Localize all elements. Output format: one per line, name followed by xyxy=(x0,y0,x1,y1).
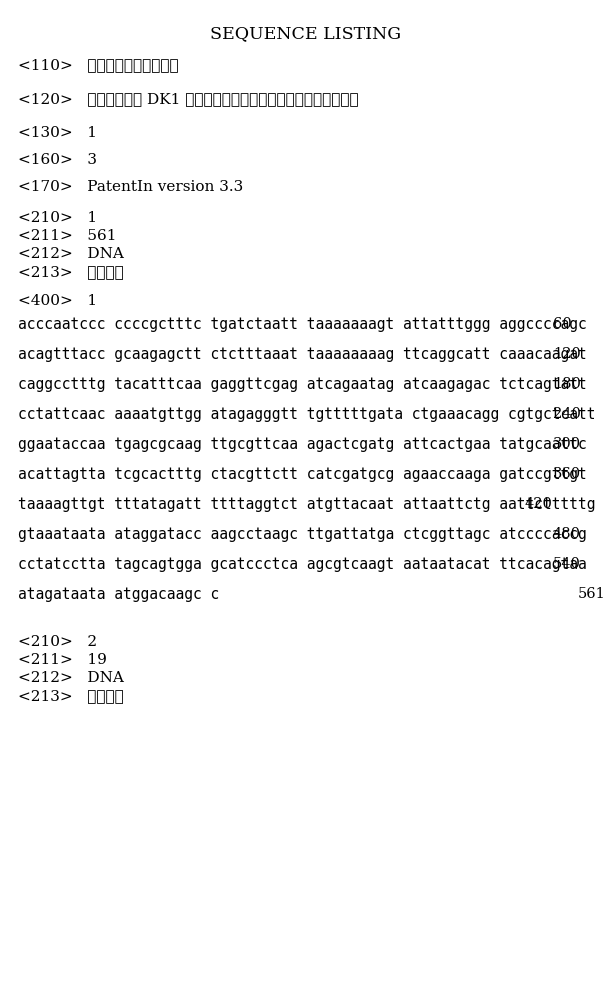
Text: <212>   DNA: <212> DNA xyxy=(18,247,124,261)
Text: <212>   DNA: <212> DNA xyxy=(18,671,124,685)
Text: SEQUENCE LISTING: SEQUENCE LISTING xyxy=(210,25,401,42)
Text: 540: 540 xyxy=(553,557,581,571)
Text: 360: 360 xyxy=(553,467,581,481)
Text: <110>   东华大学；盐城工学院: <110> 东华大学；盐城工学院 xyxy=(18,58,179,72)
Text: 300: 300 xyxy=(553,437,581,451)
Text: cctattcaac aaaatgttgg atagagggtt tgtttttgata ctgaaacagg cgtgctcatt: cctattcaac aaaatgttgg atagagggtt tgttttt… xyxy=(18,407,596,422)
Text: gtaaataata ataggatacc aagcctaagc ttgattatga ctcggttagc atccccaccg: gtaaataata ataggatacc aagcctaagc ttgatta… xyxy=(18,527,587,542)
Text: acattagtta tcgcactttg ctacgttctt catcgatgcg agaaccaaga gatccgttgt: acattagtta tcgcactttg ctacgttctt catcgat… xyxy=(18,467,587,482)
Text: acccaatccc ccccgctttc tgatctaatt taaaaaaagt attatttggg aggccccagc: acccaatccc ccccgctttc tgatctaatt taaaaaa… xyxy=(18,317,587,332)
Text: <213>   人工序列: <213> 人工序列 xyxy=(18,265,124,279)
Text: <211>   19: <211> 19 xyxy=(18,653,107,667)
Text: <120>   一种卷枝毛霨 DK1 菌株与双氧水超声波联合制备麻纤维的方法: <120> 一种卷枝毛霨 DK1 菌株与双氧水超声波联合制备麻纤维的方法 xyxy=(18,92,359,106)
Text: 240: 240 xyxy=(553,407,581,421)
Text: <210>   1: <210> 1 xyxy=(18,211,98,225)
Text: <211>   561: <211> 561 xyxy=(18,229,117,243)
Text: <160>   3: <160> 3 xyxy=(18,153,97,167)
Text: taaaagttgt tttatagatt ttttaggtct atgttacaat attaattctg aattctttttg: taaaagttgt tttatagatt ttttaggtct atgttac… xyxy=(18,497,596,512)
Text: 60: 60 xyxy=(553,317,572,331)
Text: <170>   PatentIn version 3.3: <170> PatentIn version 3.3 xyxy=(18,180,244,194)
Text: <213>   人工序列: <213> 人工序列 xyxy=(18,689,124,703)
Text: 561: 561 xyxy=(577,587,605,601)
Text: <130>   1: <130> 1 xyxy=(18,126,97,140)
Text: acagtttacc gcaagagctt ctctttaaat taaaaaaaag ttcaggcatt caaacaagat: acagtttacc gcaagagctt ctctttaaat taaaaaa… xyxy=(18,347,587,362)
Text: atagataata atggacaagc c: atagataata atggacaagc c xyxy=(18,587,219,602)
Text: <210>   2: <210> 2 xyxy=(18,635,98,649)
Text: <400>   1: <400> 1 xyxy=(18,294,98,308)
Text: 120: 120 xyxy=(553,347,580,361)
Text: cctatcctta tagcagtgga gcatccctca agcgtcaagt aataatacat ttcacagtaa: cctatcctta tagcagtgga gcatccctca agcgtca… xyxy=(18,557,587,572)
Text: 180: 180 xyxy=(553,377,581,391)
Text: 420: 420 xyxy=(524,497,552,511)
Text: caggcctttg tacatttcaa gaggttcgag atcagaatag atcaagagac tctcagtatt: caggcctttg tacatttcaa gaggttcgag atcagaa… xyxy=(18,377,587,392)
Text: ggaataccaa tgagcgcaag ttgcgttcaa agactcgatg attcactgaa tatgcaattc: ggaataccaa tgagcgcaag ttgcgttcaa agactcg… xyxy=(18,437,587,452)
Text: 480: 480 xyxy=(553,527,581,541)
